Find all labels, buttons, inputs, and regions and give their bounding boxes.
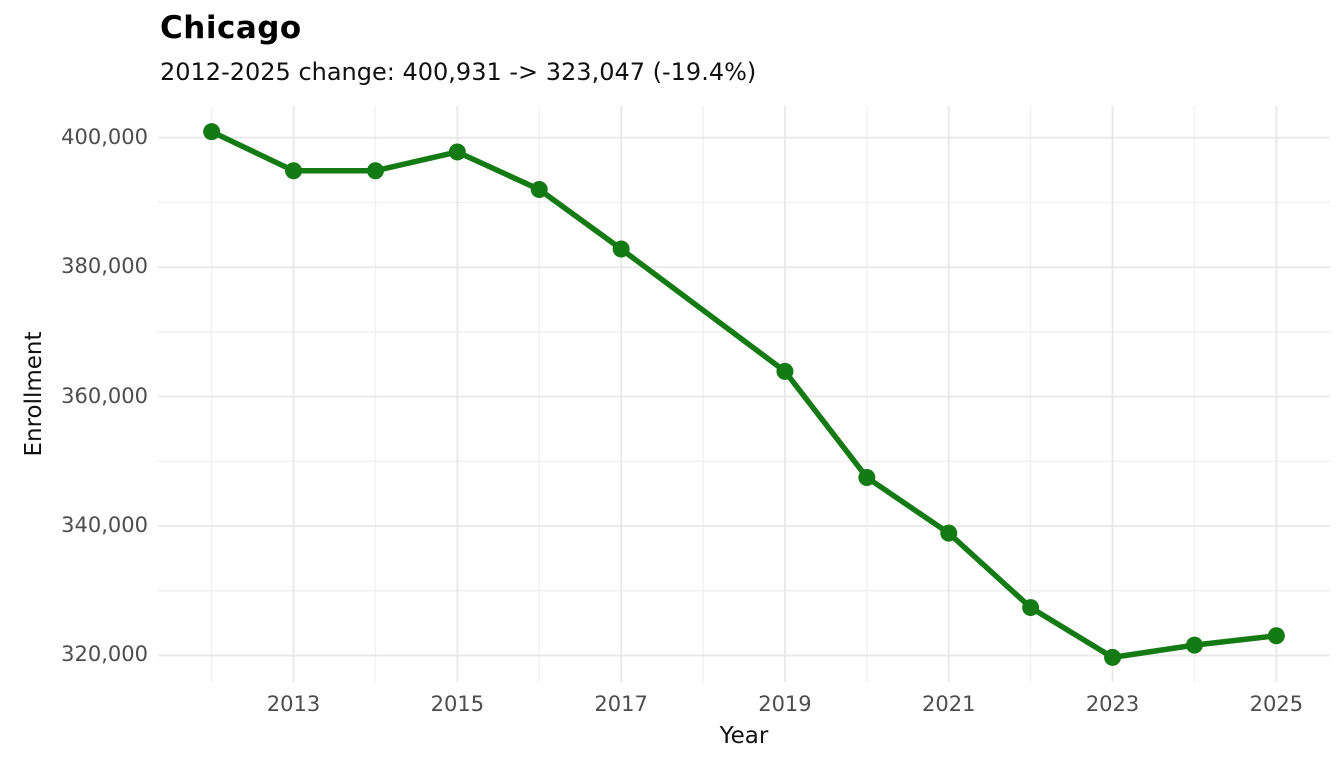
x-tick-label: 2013 <box>266 692 321 716</box>
y-tick-label: 320,000 <box>61 642 148 667</box>
data-point-2016 <box>530 180 548 198</box>
y-tick-label: 360,000 <box>61 383 148 408</box>
chart-subtitle: 2012-2025 change: 400,931 -> 323,047 (-1… <box>160 58 757 86</box>
enrollment-line <box>208 128 1280 661</box>
data-point-2017 <box>612 240 630 258</box>
y-tick-label: 380,000 <box>61 254 148 279</box>
x-tick-label: 2023 <box>1085 692 1140 716</box>
x-tick-label: 2019 <box>758 692 812 716</box>
data-point-2020 <box>858 468 876 486</box>
data-point-2025 <box>1267 627 1285 645</box>
data-point-2012 <box>203 123 221 141</box>
x-tick-label: 2015 <box>430 692 485 716</box>
data-point-2022 <box>1022 599 1040 617</box>
x-tick-label: 2025 <box>1249 692 1304 716</box>
y-tick-label: 400,000 <box>61 124 148 149</box>
data-point-2019 <box>776 362 794 380</box>
data-point-2021 <box>940 524 958 542</box>
data-point-2013 <box>285 162 303 180</box>
y-axis-title: Enrollment <box>21 331 47 457</box>
x-tick-label: 2021 <box>922 692 976 716</box>
x-axis-title: Year <box>719 723 769 749</box>
data-point-2015 <box>448 143 466 161</box>
y-tick-label: 340,000 <box>61 513 148 538</box>
x-tick-label: 2017 <box>594 692 648 716</box>
data-point-2024 <box>1185 636 1203 654</box>
data-point-2023 <box>1104 648 1122 666</box>
data-point-2014 <box>366 162 384 180</box>
chart-title: Chicago <box>160 10 302 46</box>
